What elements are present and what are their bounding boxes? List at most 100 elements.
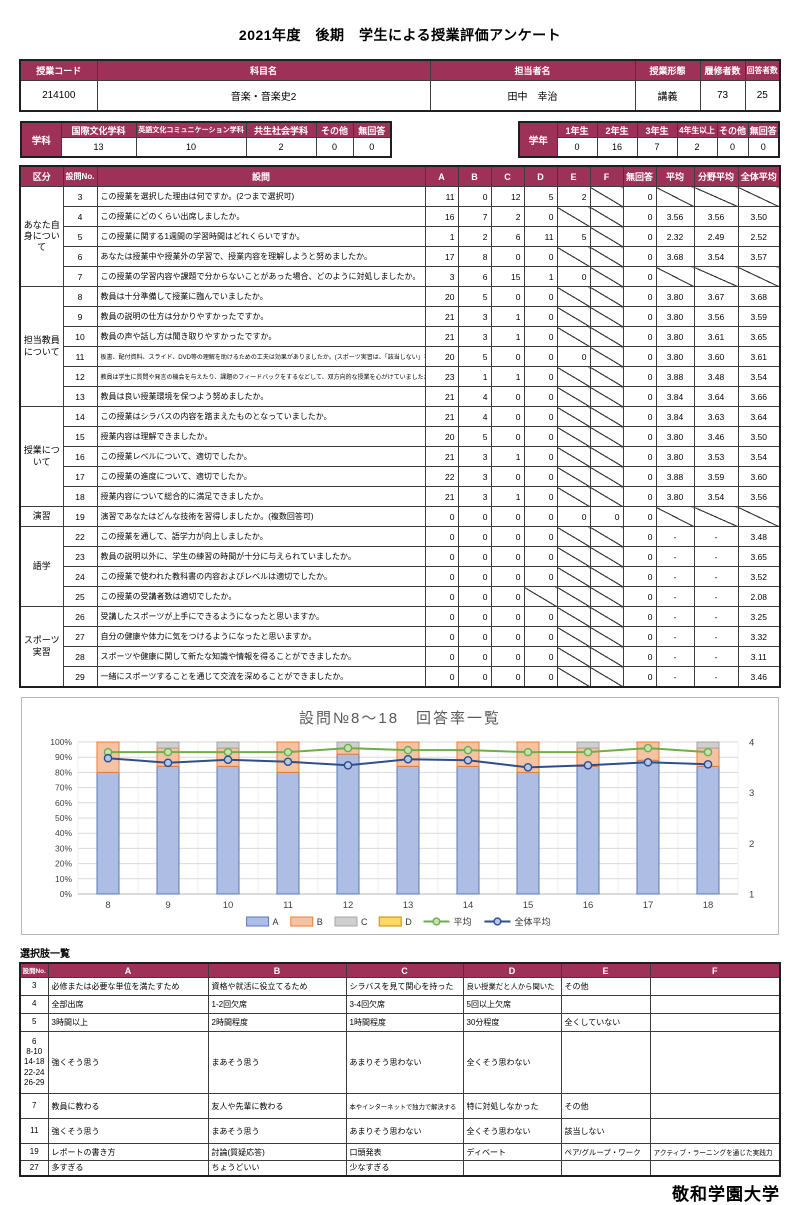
line-marker — [223, 747, 233, 757]
choice-cell: 口頭発表 — [345, 1143, 464, 1161]
header-cell: B — [457, 165, 492, 187]
x-axis-label: 14 — [463, 900, 474, 911]
question-number: 29 — [62, 666, 98, 688]
question-text: 教員の説明以外に、学生の練習の時間が十分に与えられていましたか。 — [96, 546, 426, 567]
question-number: 19 — [62, 506, 98, 527]
choices-row: 27 多すぎる ちょうどいい 少なすぎる — [19, 1160, 781, 1176]
choice-cell: 多すぎる — [47, 1160, 209, 1176]
value-cell: 2 — [245, 137, 317, 158]
not-applicable-cell — [556, 566, 591, 587]
count-cell: 0 — [523, 306, 558, 327]
count-cell: 0 — [622, 266, 657, 287]
not-applicable-cell — [737, 186, 781, 207]
legend-swatch — [334, 916, 358, 927]
header-cell: 履修者数 — [699, 59, 746, 81]
left-axis-label: 20% — [55, 859, 72, 869]
average-cell: 3.84 — [655, 406, 695, 427]
left-axis-label: 80% — [55, 767, 72, 777]
choices-header-row: 設問No. A B C D E F — [19, 962, 781, 978]
average-cell: 3.65 — [737, 326, 781, 347]
count-cell: 11 — [523, 226, 558, 247]
question-number: 28 — [62, 646, 98, 667]
count-cell: 0 — [622, 226, 657, 247]
left-axis-label: 70% — [55, 783, 72, 793]
count-cell: 5 — [523, 186, 558, 207]
count-cell: 0 — [622, 366, 657, 387]
choice-cell: 友人や先輩に教わる — [207, 1093, 347, 1119]
choice-cell: 3時間以上 — [47, 1013, 209, 1032]
count-cell: 1 — [490, 366, 525, 387]
count-cell: 0 — [556, 266, 591, 287]
line-marker — [583, 761, 593, 770]
count-cell: 21 — [424, 446, 459, 467]
count-cell: 0 — [523, 646, 558, 667]
course-info-table: 授業コード 科目名 担当者名 授業形態 履修者数 回答者数 214100 音楽・音楽史2 田中 … — [19, 59, 781, 112]
value-cell: 0 — [716, 137, 749, 158]
average-cell: 3.68 — [655, 246, 695, 267]
value-cell: 0 — [747, 137, 780, 158]
count-cell: 0 — [622, 626, 657, 647]
not-applicable-cell — [556, 406, 591, 427]
survey-row: 4 この授業にどのくらい出席しましたか。 16 7 2 0 0 3.56 3.56 3.50 — [20, 206, 781, 227]
not-applicable-cell — [589, 666, 624, 688]
average-cell: 3.61 — [737, 346, 781, 367]
average-cell: 3.59 — [693, 466, 739, 487]
not-applicable-cell — [693, 506, 739, 527]
bar-segment-A — [336, 753, 360, 895]
header-cell: 2年生 — [596, 121, 638, 138]
count-cell: 5 — [457, 286, 492, 307]
section-label: 授業について — [19, 406, 64, 507]
count-cell: 0 — [523, 626, 558, 647]
header-cell: その他 — [315, 121, 354, 138]
count-cell: 0 — [622, 446, 657, 467]
average-cell: - — [655, 626, 695, 647]
question-number: 11 — [62, 346, 98, 367]
header-cell: E — [556, 165, 591, 187]
question-text: 教員の説明の仕方は分かりやすかったですか。 — [96, 306, 426, 327]
count-cell: 0 — [523, 546, 558, 567]
not-applicable-cell — [556, 386, 591, 407]
choice-cell: 強くそう思う — [47, 1031, 209, 1094]
not-applicable-cell — [693, 186, 739, 207]
count-cell: 0 — [556, 506, 591, 527]
question-number: 3 — [62, 186, 98, 207]
value-cell: 田中 幸治 — [429, 80, 636, 112]
not-applicable-cell — [737, 266, 781, 287]
line-marker — [283, 747, 293, 757]
header-cell: 無回答 — [747, 121, 780, 138]
count-cell: 0 — [622, 606, 657, 627]
count-cell: 0 — [457, 606, 492, 627]
university-logo: 敬和学園大学 — [672, 1184, 780, 1204]
survey-row: あなた自身について 3 この授業を選択した理由は何ですか。(2つまで選択可) 11 0 1… — [19, 186, 781, 287]
count-cell: 1 — [490, 306, 525, 327]
choice-cell: 5回以上欠席 — [462, 995, 562, 1014]
question-text: 授業内容は理解できましたか。 — [96, 426, 426, 447]
count-cell: 0 — [424, 506, 459, 527]
header-cell: 設問No. — [62, 165, 98, 187]
question-number: 27 — [19, 1160, 49, 1176]
choice-cell: 必修または必要な単位を満たすため — [47, 977, 209, 996]
count-cell: 0 — [622, 486, 657, 507]
count-cell: 0 — [490, 666, 525, 688]
x-axis-label: 17 — [643, 900, 654, 911]
question-number: 7 — [62, 266, 98, 287]
count-cell: 0 — [523, 526, 558, 547]
question-text: 教員は学生に質問や発言の機会を与えたり、課題のフィードバックをするなどして、双方… — [96, 366, 426, 387]
not-applicable-cell — [556, 586, 591, 607]
line-marker — [283, 757, 293, 767]
section-label: 語学 — [19, 526, 64, 607]
choice-cell: あまりそう思わない — [345, 1118, 464, 1144]
question-number: 15 — [62, 426, 98, 447]
average-cell: - — [655, 586, 695, 607]
bar-segment-A — [396, 765, 420, 895]
choice-cell: 3-4回欠席 — [345, 995, 464, 1014]
bar-segment-A — [276, 771, 300, 895]
count-cell: 0 — [622, 586, 657, 607]
value-cell: 10 — [135, 137, 247, 158]
choice-cell: 特に対処しなかった — [462, 1093, 562, 1119]
value-cell: 25 — [744, 80, 781, 112]
count-cell: 0 — [523, 206, 558, 227]
count-cell: 0 — [424, 586, 459, 607]
count-cell: 0 — [523, 486, 558, 507]
